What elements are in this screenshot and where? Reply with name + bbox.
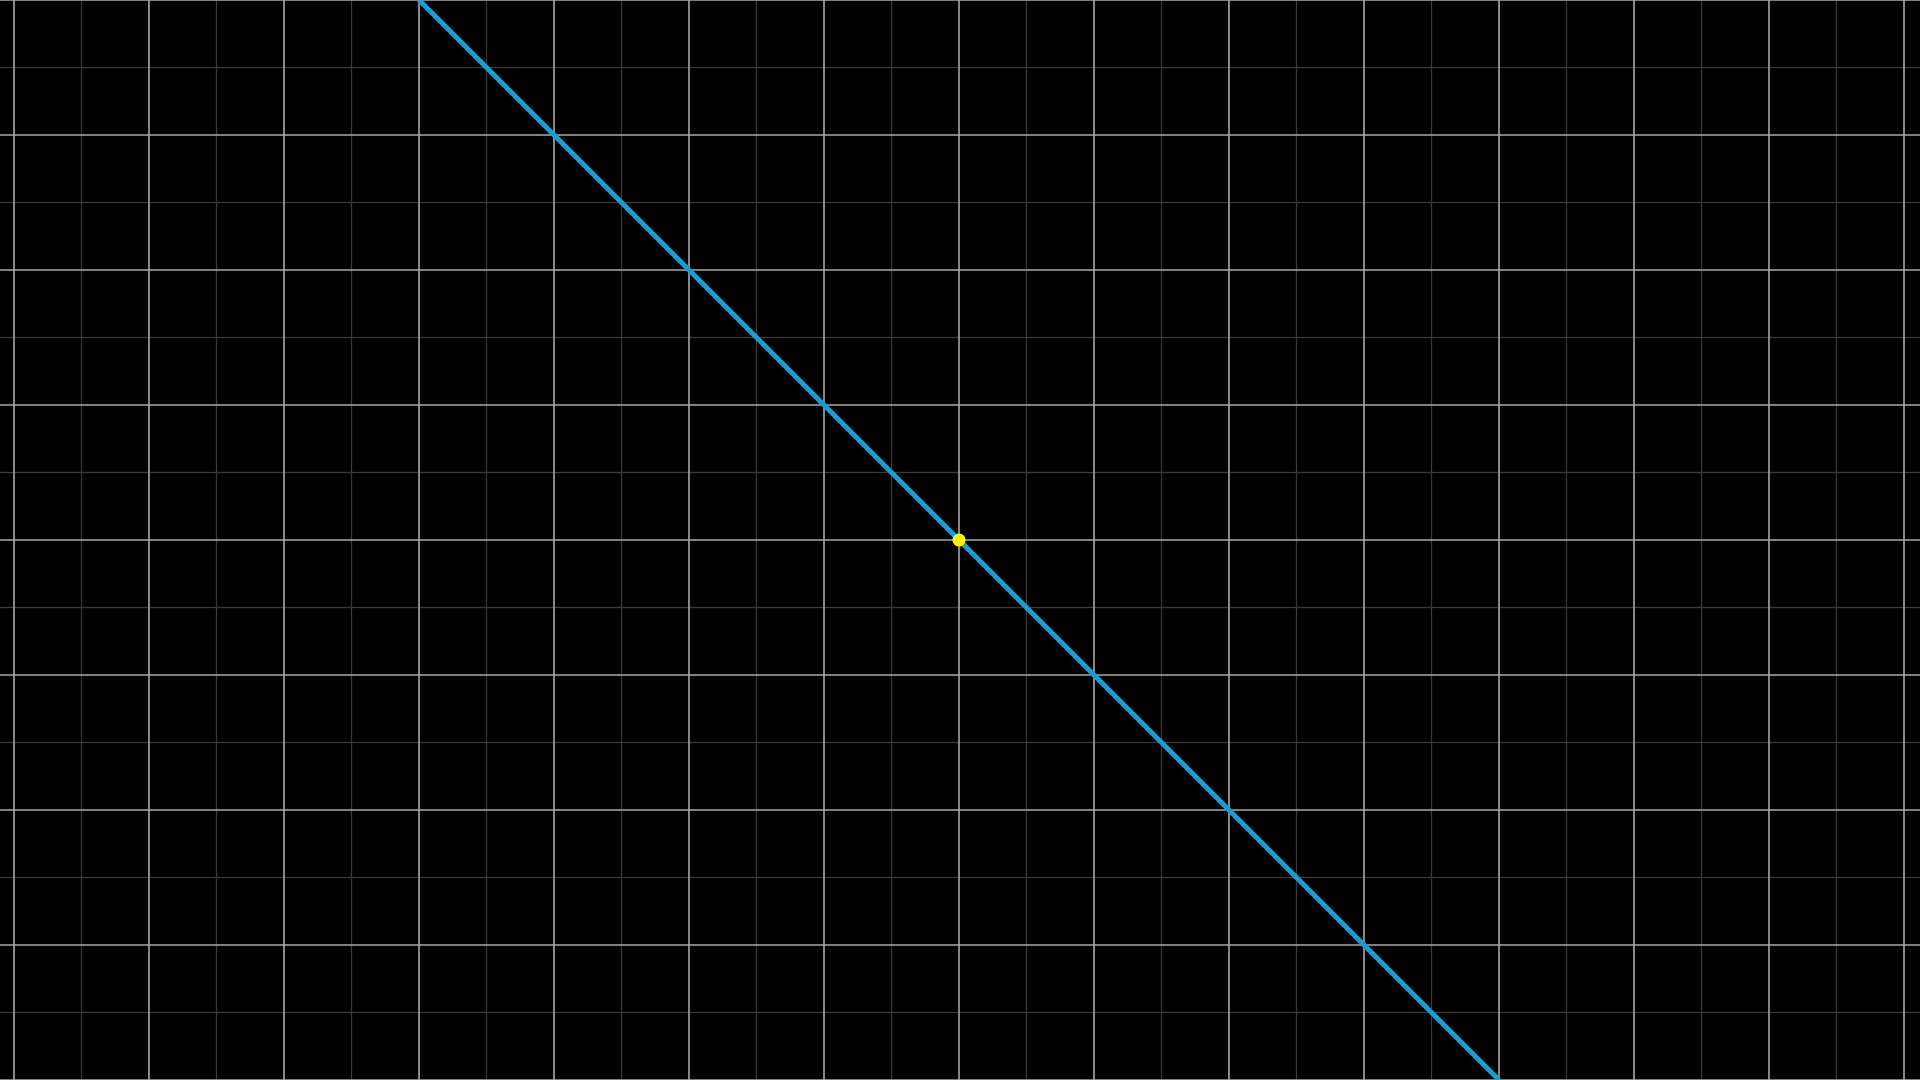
origin-point [952,533,966,547]
points-layer [952,533,966,547]
